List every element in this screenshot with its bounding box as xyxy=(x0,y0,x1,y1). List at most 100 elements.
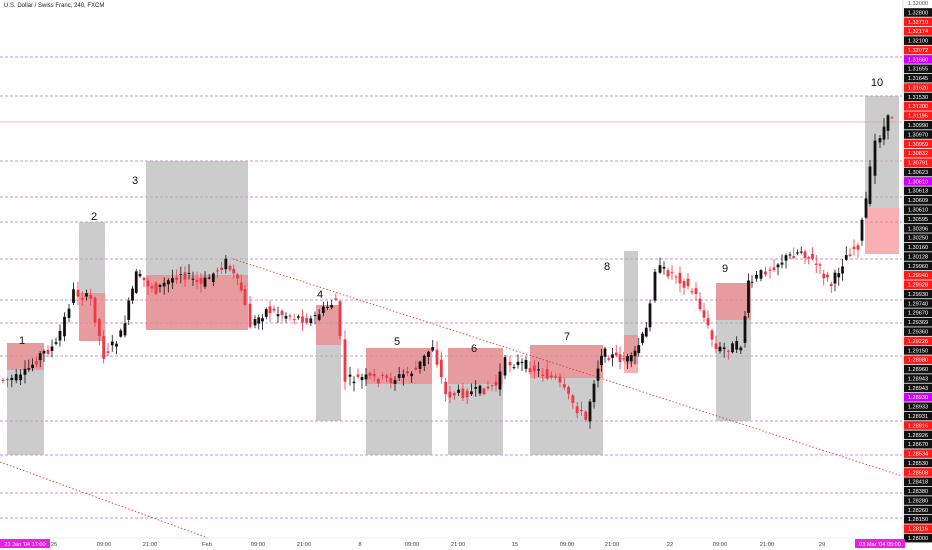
price-tag-bg xyxy=(904,299,932,308)
candle-body xyxy=(722,347,726,350)
price-label: 1.28943 xyxy=(908,386,928,392)
candle-body xyxy=(498,371,502,390)
x-tick-label: 25 xyxy=(51,542,57,548)
candle-body xyxy=(239,282,243,291)
price-label: 1.28943 xyxy=(908,376,928,382)
candle-body xyxy=(360,377,364,381)
price-tag-bg xyxy=(904,111,932,121)
candle-body xyxy=(356,374,360,377)
candle-body xyxy=(465,390,469,398)
price-tag-bg xyxy=(904,261,932,271)
candle-body xyxy=(89,295,93,299)
x-tick-label: 09:00 xyxy=(405,542,420,548)
price-tag-bg xyxy=(904,148,932,158)
red-zone-6 xyxy=(448,348,503,384)
price-label: 1.30396 xyxy=(908,226,928,232)
candle-body xyxy=(726,350,730,352)
price-tag-bg xyxy=(904,402,932,411)
candle-body xyxy=(334,298,338,300)
chart-title: U.S. Dollar / Swiss Franc, 240, FXCM xyxy=(4,3,105,9)
red-zone-4 xyxy=(316,305,341,345)
candle-body xyxy=(199,277,203,284)
candle-body xyxy=(97,319,101,337)
x-tick-label: 09:00 xyxy=(560,542,575,548)
candle-body xyxy=(618,354,622,362)
candle-body xyxy=(142,277,146,281)
candle-body xyxy=(818,264,822,266)
price-tag-bg xyxy=(904,515,932,524)
candle-body xyxy=(457,389,460,393)
price-label: 1.30609 xyxy=(908,198,928,204)
candle-body xyxy=(735,341,739,350)
candle-body xyxy=(494,381,498,386)
price-label: 1.32800 xyxy=(908,10,928,16)
price-tag-bg xyxy=(904,158,932,167)
candle-body xyxy=(191,278,195,280)
price-label: 1.28116 xyxy=(908,527,928,533)
price-tag-bg xyxy=(904,505,932,515)
price-label: 1.32000 xyxy=(908,1,928,7)
candle-body xyxy=(614,352,618,356)
candle-body xyxy=(567,387,570,394)
candle-body xyxy=(873,140,877,176)
candle-body xyxy=(67,308,71,318)
candle-body xyxy=(418,361,422,369)
candle-body xyxy=(35,360,38,365)
candle-body xyxy=(776,264,780,268)
candle-body xyxy=(803,251,807,259)
price-label: 1.32100 xyxy=(908,39,928,45)
candle-body xyxy=(524,360,528,369)
price-tag-bg xyxy=(904,393,932,402)
price-tag-bg xyxy=(904,289,932,299)
candle-body xyxy=(158,285,162,287)
price-label: 1.30610 xyxy=(908,207,928,213)
candle-body xyxy=(248,303,252,328)
price-tag-bg xyxy=(904,102,932,111)
candle-body xyxy=(431,347,435,351)
price-tag-bg xyxy=(904,308,932,318)
candle-body xyxy=(844,255,848,260)
candle-body xyxy=(829,283,833,287)
candle-body xyxy=(537,369,540,371)
price-label: 1.29928 xyxy=(908,283,928,289)
candle-body xyxy=(768,269,772,271)
price-label: 1.29930 xyxy=(908,292,928,298)
candle-body xyxy=(401,374,405,378)
candle-body xyxy=(882,126,886,140)
candle-body xyxy=(220,267,224,270)
candle-body xyxy=(690,291,694,293)
candle-body xyxy=(397,374,401,378)
price-label: 1.28000 xyxy=(908,536,928,542)
zone-label-2: 2 xyxy=(91,211,97,223)
price-tag-bg xyxy=(904,186,932,196)
price-tag-bg xyxy=(904,233,932,243)
candle-body xyxy=(792,256,796,259)
price-label: 1.28980 xyxy=(908,358,928,364)
candle-body xyxy=(788,254,792,256)
candle-body xyxy=(520,361,524,363)
candle-body xyxy=(166,280,170,285)
candle-body xyxy=(658,265,662,273)
price-tag-bg xyxy=(904,280,932,289)
price-tag-bg xyxy=(904,468,932,477)
candle-body xyxy=(288,315,292,317)
candle-body xyxy=(486,386,490,389)
price-tag-bg xyxy=(904,36,932,45)
candle-body xyxy=(284,316,288,319)
candle-body xyxy=(584,411,588,420)
price-label: 1.29740 xyxy=(908,301,928,307)
price-label: 1.28933 xyxy=(908,405,928,411)
candle-body xyxy=(739,347,743,351)
zone-label-1: 1 xyxy=(19,335,25,347)
price-tag-bg xyxy=(904,449,932,458)
price-label: 1.32174 xyxy=(908,29,928,35)
price-tag-bg xyxy=(904,17,932,27)
red-zone-9 xyxy=(716,283,751,320)
candle-body xyxy=(731,343,734,353)
price-label: 1.28530 xyxy=(908,461,928,467)
zone-label-4: 4 xyxy=(317,289,323,301)
price-tag-bg xyxy=(904,533,932,543)
candle-body xyxy=(702,310,706,318)
candle-body xyxy=(301,316,304,323)
